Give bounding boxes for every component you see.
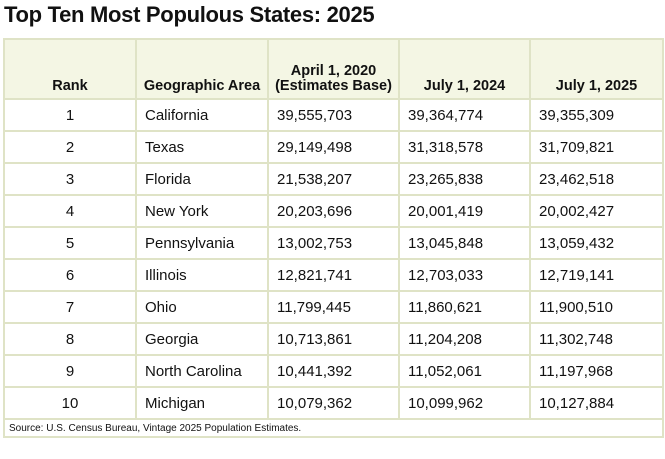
table-cell: 11,860,621 bbox=[398, 290, 531, 324]
rank-cell: 3 bbox=[3, 162, 137, 196]
table-cell: 11,900,510 bbox=[529, 290, 664, 324]
table-cell: North Carolina bbox=[135, 354, 269, 388]
table-row: 9 North Carolina 10,441,392 11,052,061 11,19… bbox=[3, 354, 664, 388]
table-cell: Texas bbox=[135, 130, 269, 164]
table-cell: 13,059,432 bbox=[529, 226, 664, 260]
column-header: July 1, 2025 bbox=[529, 38, 664, 100]
table-cell: 12,821,741 bbox=[267, 258, 400, 292]
table-cell: Illinois bbox=[135, 258, 269, 292]
column-header: April 1, 2020 (Estimates Base) bbox=[267, 38, 400, 100]
table-cell: 39,555,703 bbox=[267, 98, 400, 132]
population-table: Rank Geographic Area April 1, 2020 (Estima… bbox=[3, 38, 664, 438]
table-cell: 39,364,774 bbox=[398, 98, 531, 132]
rank-cell: 7 bbox=[3, 290, 137, 324]
table-cell: 31,318,578 bbox=[398, 130, 531, 164]
table-cell: 11,052,061 bbox=[398, 354, 531, 388]
table-cell: Michigan bbox=[135, 386, 269, 420]
rank-cell: 2 bbox=[3, 130, 137, 164]
table-row: 7 Ohio 11,799,445 11,860,621 11,900,510 bbox=[3, 290, 664, 324]
title: Top Ten Most Populous States: 2025 bbox=[4, 2, 375, 27]
source-note: Source: U.S. Census Bureau, Vintage 2025… bbox=[3, 418, 664, 438]
table-row: 5 Pennsylvania 13,002,753 13,045,848 13,059,… bbox=[3, 226, 664, 260]
table-cell: 20,001,419 bbox=[398, 194, 531, 228]
column-header: July 1, 2024 bbox=[398, 38, 531, 100]
table-row: 4 New York 20,203,696 20,001,419 20,002,427 bbox=[3, 194, 664, 228]
table-cell: 23,265,838 bbox=[398, 162, 531, 196]
table-cell: 10,441,392 bbox=[267, 354, 400, 388]
table-cell: 11,197,968 bbox=[529, 354, 664, 388]
table-row: 3 Florida 21,538,207 23,265,838 23,462,518 bbox=[3, 162, 664, 196]
table-row: 1 California 39,555,703 39,364,774 39,355,30… bbox=[3, 98, 664, 132]
table-cell: 11,204,208 bbox=[398, 322, 531, 356]
table-cell: 13,045,848 bbox=[398, 226, 531, 260]
rank-cell: 9 bbox=[3, 354, 137, 388]
column-header: Geographic Area bbox=[135, 38, 269, 100]
rank-cell: 10 bbox=[3, 386, 137, 420]
table-cell: 10,079,362 bbox=[267, 386, 400, 420]
rank-cell: 6 bbox=[3, 258, 137, 292]
column-header: Rank bbox=[3, 38, 137, 100]
rank-cell: 1 bbox=[3, 98, 137, 132]
table-cell: 11,302,748 bbox=[529, 322, 664, 356]
table-row: 6 Illinois 12,821,741 12,703,033 12,719,141 bbox=[3, 258, 664, 292]
table-cell: Ohio bbox=[135, 290, 269, 324]
table-cell: 23,462,518 bbox=[529, 162, 664, 196]
table-row: 8 Georgia 10,713,861 11,204,208 11,302,748 bbox=[3, 322, 664, 356]
table-cell: 10,713,861 bbox=[267, 322, 400, 356]
table-cell: New York bbox=[135, 194, 269, 228]
table-cell: 12,719,141 bbox=[529, 258, 664, 292]
table-cell: 11,799,445 bbox=[267, 290, 400, 324]
source-row: Source: U.S. Census Bureau, Vintage 2025… bbox=[3, 418, 664, 438]
table-cell: 39,355,309 bbox=[529, 98, 664, 132]
table-cell: Georgia bbox=[135, 322, 269, 356]
table-row: 2 Texas 29,149,498 31,318,578 31,709,821 bbox=[3, 130, 664, 164]
rank-cell: 4 bbox=[3, 194, 137, 228]
table-cell: 21,538,207 bbox=[267, 162, 400, 196]
header-row: Rank Geographic Area April 1, 2020 (Estima… bbox=[3, 38, 664, 100]
rank-cell: 5 bbox=[3, 226, 137, 260]
table-cell: 20,002,427 bbox=[529, 194, 664, 228]
table-cell: 10,127,884 bbox=[529, 386, 664, 420]
table-cell: 12,703,033 bbox=[398, 258, 531, 292]
table-cell: Pennsylvania bbox=[135, 226, 269, 260]
table-cell: 20,203,696 bbox=[267, 194, 400, 228]
table-cell: 13,002,753 bbox=[267, 226, 400, 260]
table-cell: California bbox=[135, 98, 269, 132]
table-body: 1 California 39,555,703 39,364,774 39,355,30… bbox=[3, 98, 664, 438]
table-cell: 31,709,821 bbox=[529, 130, 664, 164]
table-cell: 10,099,962 bbox=[398, 386, 531, 420]
table-row: 10 Michigan 10,079,362 10,099,962 10,127,884 bbox=[3, 386, 664, 420]
rank-cell: 8 bbox=[3, 322, 137, 356]
table-cell: Florida bbox=[135, 162, 269, 196]
table-cell: 29,149,498 bbox=[267, 130, 400, 164]
